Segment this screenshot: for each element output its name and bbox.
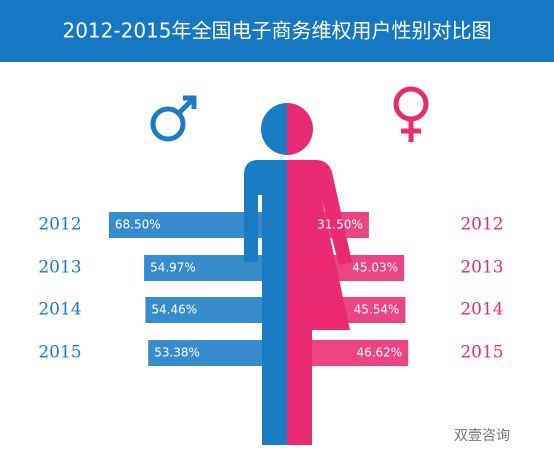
value-label: 45.03% <box>352 261 398 275</box>
bar <box>144 255 287 281</box>
year-label-right: 2014 <box>460 300 503 320</box>
bar <box>287 212 369 238</box>
value-label: 68.50% <box>115 218 161 232</box>
title-bar <box>0 0 554 62</box>
year-label-left: 2013 <box>38 258 81 278</box>
male-symbol <box>150 95 197 142</box>
year-label-left: 2012 <box>38 215 81 235</box>
watermark: 双壹咨询 <box>454 428 510 444</box>
year-label-left: 2014 <box>38 300 81 320</box>
value-label: 53.38% <box>154 346 200 360</box>
bar <box>108 212 288 238</box>
value-label: 46.62% <box>356 346 402 360</box>
bar <box>287 297 406 323</box>
year-label-right: 2012 <box>460 215 503 235</box>
value-label: 54.97% <box>150 261 196 275</box>
value-label: 31.50% <box>317 218 363 232</box>
bar <box>287 255 405 281</box>
value-label: 54.46% <box>151 303 197 317</box>
bar <box>148 340 287 366</box>
year-label-right: 2013 <box>460 258 503 278</box>
year-label-right: 2015 <box>460 343 503 363</box>
bar <box>287 340 409 366</box>
chart-title: 2012-2015年全国电子商务维权用户性别对比图 <box>62 19 491 43</box>
female-symbol <box>393 86 429 142</box>
bar <box>145 297 287 323</box>
value-label: 45.54% <box>354 303 400 317</box>
year-label-left: 2015 <box>38 343 81 363</box>
